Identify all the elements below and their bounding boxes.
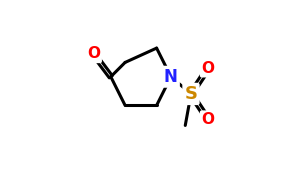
Text: O: O xyxy=(202,61,215,76)
Text: N: N xyxy=(164,68,178,86)
Text: O: O xyxy=(87,46,100,61)
Text: S: S xyxy=(184,85,197,103)
Text: O: O xyxy=(202,112,215,127)
